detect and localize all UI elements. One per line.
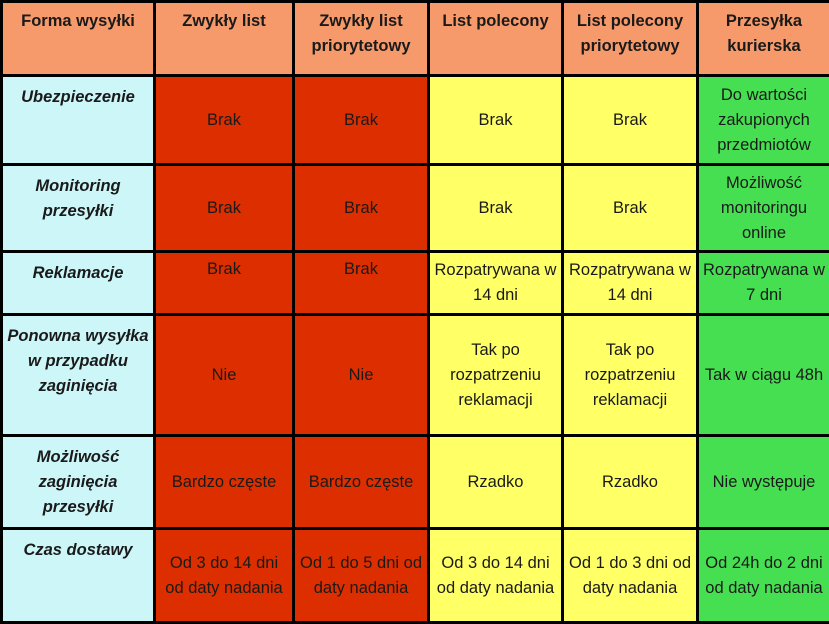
- header-registered-letter: List polecony: [429, 2, 563, 76]
- table-cell: Bardzo częste: [294, 436, 429, 529]
- table-cell: Brak: [294, 165, 429, 252]
- row-label-monitoring: Monitoring przesyłki: [2, 165, 155, 252]
- table-row: Możliwość zaginięcia przesyłki Bardzo cz…: [2, 436, 829, 529]
- row-label-insurance: Ubezpieczenie: [2, 76, 155, 165]
- table-cell: Tak w ciągu 48h: [698, 315, 829, 436]
- header-ordinary-priority-letter: Zwykły list priorytetowy: [294, 2, 429, 76]
- table-row: Reklamacje Brak Brak Rozpatrywana w 14 d…: [2, 252, 829, 315]
- table-cell: Brak: [155, 165, 294, 252]
- table-cell: Brak: [429, 76, 563, 165]
- table-cell: Od 1 do 3 dni od daty nadania: [563, 529, 698, 623]
- table-cell: Do wartości zakupionych przedmiotów: [698, 76, 829, 165]
- table-cell: Rozpatrywana w 14 dni: [429, 252, 563, 315]
- table-cell: Brak: [155, 76, 294, 165]
- row-label-loss-probability: Możliwość zaginięcia przesyłki: [2, 436, 155, 529]
- table-cell: Rzadko: [563, 436, 698, 529]
- header-courier-parcel: Przesyłka kurierska: [698, 2, 829, 76]
- table-cell: Brak: [155, 252, 294, 315]
- table-cell: Brak: [563, 165, 698, 252]
- table-cell: Rzadko: [429, 436, 563, 529]
- row-label-delivery-time: Czas dostawy: [2, 529, 155, 623]
- table-row: Monitoring przesyłki Brak Brak Brak Brak…: [2, 165, 829, 252]
- table-cell: Rozpatrywana w 7 dni: [698, 252, 829, 315]
- table-cell: Brak: [294, 252, 429, 315]
- header-ordinary-letter: Zwykły list: [155, 2, 294, 76]
- header-registered-priority-letter: List polecony priorytetowy: [563, 2, 698, 76]
- table-cell: Nie: [294, 315, 429, 436]
- table-cell: Nie występuje: [698, 436, 829, 529]
- table-cell: Od 3 do 14 dni od daty nadania: [429, 529, 563, 623]
- table-cell: Bardzo częste: [155, 436, 294, 529]
- table-cell: Rozpatrywana w 14 dni: [563, 252, 698, 315]
- header-row: Forma wysyłki Zwykły list Zwykły list pr…: [2, 2, 829, 76]
- table-cell: Tak po rozpatrzeniu reklamacji: [563, 315, 698, 436]
- table-cell: Nie: [155, 315, 294, 436]
- row-label-resend: Ponowna wysyłka w przypadku zaginięcia: [2, 315, 155, 436]
- table-cell: Brak: [294, 76, 429, 165]
- table-row: Czas dostawy Od 3 do 14 dni od daty nada…: [2, 529, 829, 623]
- table-cell: Brak: [429, 165, 563, 252]
- table-row: Ponowna wysyłka w przypadku zaginięcia N…: [2, 315, 829, 436]
- table-cell: Od 1 do 5 dni od daty nadania: [294, 529, 429, 623]
- header-shipping-form: Forma wysyłki: [2, 2, 155, 76]
- table-cell: Od 3 do 14 dni od daty nadania: [155, 529, 294, 623]
- table-cell: Tak po rozpatrzeniu reklamacji: [429, 315, 563, 436]
- row-label-complaints: Reklamacje: [2, 252, 155, 315]
- table-cell: Brak: [563, 76, 698, 165]
- table-cell: Od 24h do 2 dni od daty nadania: [698, 529, 829, 623]
- table-cell: Możliwość monitoringu online: [698, 165, 829, 252]
- table-row: Ubezpieczenie Brak Brak Brak Brak Do war…: [2, 76, 829, 165]
